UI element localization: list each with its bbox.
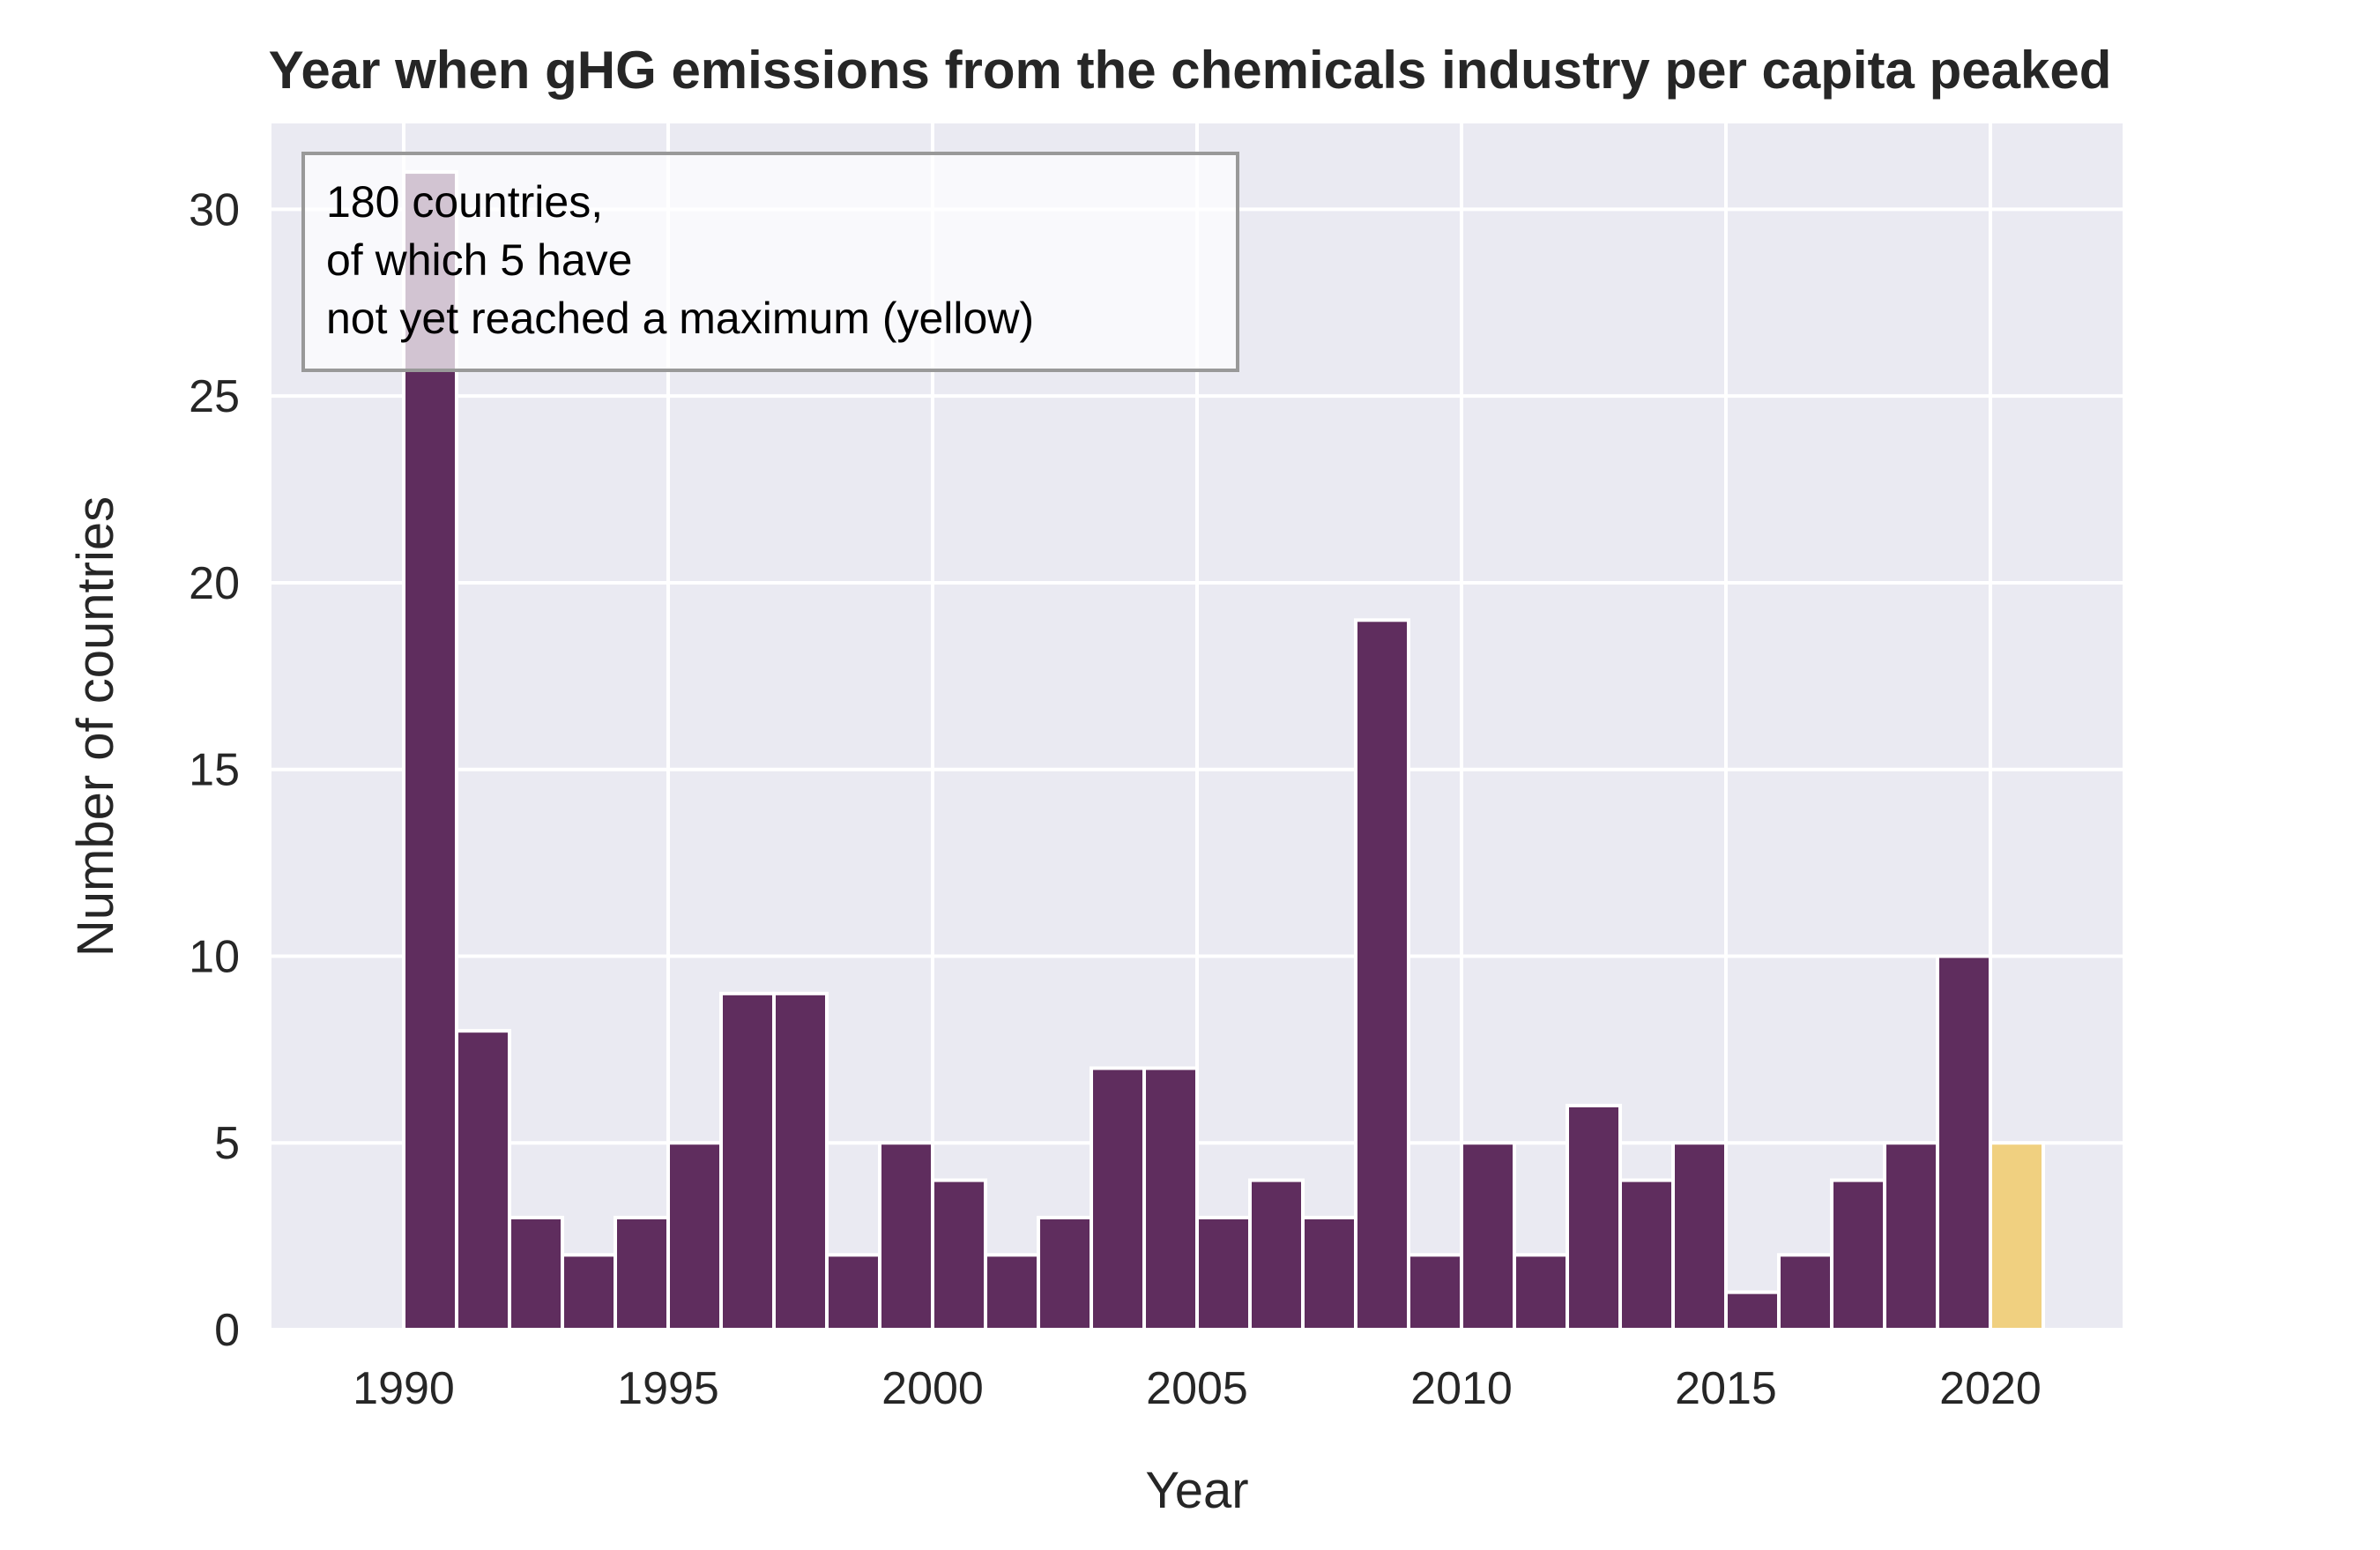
annotation-frame	[301, 152, 1239, 372]
bar-peaked	[1037, 1215, 1093, 1331]
x-tick-label: 1995	[617, 1363, 719, 1414]
tick-labels: 1990 1995 2000 2005 2010 2015 2020 0 5 10 15 20 25 30	[189, 184, 2042, 1414]
bar-peaked	[1936, 954, 1992, 1331]
y-tick-label: 30	[189, 184, 240, 235]
bar-peaked	[1460, 1141, 1516, 1332]
bar-peaked	[666, 1141, 723, 1332]
y-tick-label: 15	[189, 745, 240, 796]
y-axis-label: Number of countries	[67, 496, 124, 957]
bar-peaked	[1777, 1253, 1833, 1331]
bar-peaked	[772, 991, 829, 1331]
bar-peaked	[1671, 1141, 1728, 1332]
bars	[402, 170, 2045, 1332]
bar-peaked	[984, 1253, 1040, 1331]
bar-peaked	[455, 1029, 511, 1332]
x-tick-label: 1990	[353, 1363, 455, 1414]
bar-peaked	[719, 991, 776, 1331]
bar-peaked	[1354, 618, 1410, 1331]
x-tick-label: 2005	[1146, 1363, 1248, 1414]
y-tick-label: 20	[189, 558, 240, 609]
x-tick-label: 2020	[1939, 1363, 2042, 1414]
bar-not-peaked	[1989, 1141, 2045, 1332]
x-axis-label: Year	[1145, 1462, 1248, 1519]
bar-peaked	[614, 1215, 670, 1331]
bar-peaked	[1830, 1178, 1886, 1332]
y-tick-label: 5	[214, 1118, 240, 1169]
bar-peaked	[825, 1253, 881, 1331]
bar-peaked	[1618, 1178, 1675, 1332]
bar-peaked	[1090, 1066, 1146, 1331]
chart-title: Year when gHG emissions from the chemica…	[269, 41, 2112, 100]
bar-peaked	[1724, 1290, 1781, 1332]
bar-peaked	[1142, 1066, 1199, 1331]
y-tick-label: 10	[189, 931, 240, 982]
bar-peaked	[1566, 1103, 1622, 1331]
bar-peaked	[1195, 1215, 1252, 1331]
bar-peaked	[1407, 1253, 1463, 1331]
annotation-box: 180 countries, of which 5 have not yet r…	[301, 152, 1239, 372]
bar-peaked	[1301, 1215, 1357, 1331]
y-tick-label: 0	[214, 1305, 240, 1356]
bar-peaked	[1248, 1178, 1305, 1332]
annotation-line: 180 countries,	[326, 177, 603, 227]
y-tick-label: 25	[189, 371, 240, 422]
bar-peaked	[878, 1141, 934, 1332]
x-tick-label: 2000	[881, 1363, 984, 1414]
bar-peaked	[508, 1215, 564, 1331]
bar-peaked	[1513, 1253, 1569, 1331]
annotation-line: not yet reached a maximum (yellow)	[326, 294, 1034, 343]
x-tick-label: 2010	[1410, 1363, 1513, 1414]
bar-peaked	[931, 1178, 987, 1332]
bar-peaked	[1883, 1141, 1939, 1332]
bar-peaked	[561, 1253, 617, 1331]
annotation-line: of which 5 have	[326, 235, 632, 285]
x-tick-label: 2015	[1675, 1363, 1777, 1414]
